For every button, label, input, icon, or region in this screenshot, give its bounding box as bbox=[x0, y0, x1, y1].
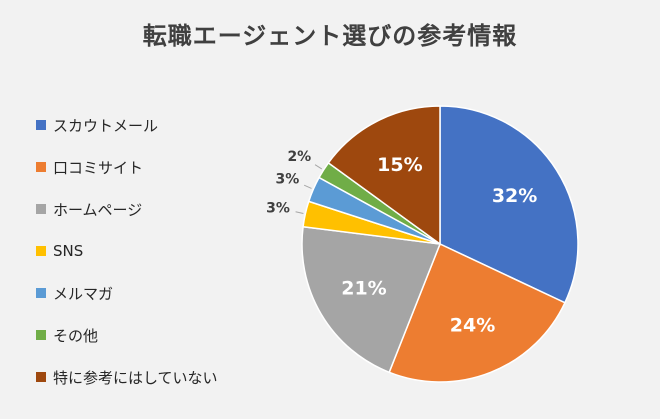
legend-item: メルマガ bbox=[36, 272, 218, 314]
legend-item: 特に参考にはしていない bbox=[36, 356, 218, 398]
pie-slice bbox=[301, 225, 442, 374]
data-label: 32% bbox=[492, 185, 537, 207]
leader-line bbox=[295, 211, 304, 214]
pie-slice bbox=[327, 105, 441, 246]
pie-slice bbox=[388, 242, 566, 383]
legend-swatch bbox=[36, 330, 46, 340]
data-label: 3% bbox=[276, 172, 300, 188]
legend-label: スカウトメール bbox=[53, 116, 159, 135]
leader-line bbox=[303, 184, 312, 189]
legend-swatch bbox=[36, 204, 46, 214]
legend-swatch bbox=[36, 162, 46, 172]
legend-swatch bbox=[36, 246, 46, 256]
legend-label: SNS bbox=[53, 242, 84, 260]
legend-item: 口コミサイト bbox=[36, 146, 218, 188]
legend-swatch bbox=[36, 120, 46, 130]
data-label: 21% bbox=[341, 277, 386, 299]
legend-label: ホームページ bbox=[53, 200, 143, 219]
legend-item: スカウトメール bbox=[36, 104, 218, 146]
legend-label: メルマガ bbox=[53, 284, 114, 303]
leader-line bbox=[314, 164, 323, 170]
data-label: 2% bbox=[287, 149, 311, 165]
data-label: 15% bbox=[377, 154, 422, 176]
chart-title: 転職エージェント選びの参考情報 bbox=[142, 22, 518, 50]
legend-swatch bbox=[36, 288, 46, 298]
legend-swatch bbox=[36, 372, 46, 382]
legend: スカウトメール 口コミサイト ホームページ SNS メルマガその他特に参考にはしていない bbox=[36, 104, 218, 398]
pie-slice bbox=[439, 105, 579, 304]
legend-item: ホームページ bbox=[36, 188, 218, 230]
legend-item: その他 bbox=[36, 314, 218, 356]
data-label: 3% bbox=[266, 201, 290, 217]
legend-label: 口コミサイト bbox=[53, 158, 144, 177]
legend-item: SNS bbox=[36, 230, 218, 272]
legend-label: 特に参考にはしていない bbox=[53, 368, 218, 387]
legend-label: その他 bbox=[53, 326, 99, 345]
data-label: 24% bbox=[450, 315, 495, 337]
